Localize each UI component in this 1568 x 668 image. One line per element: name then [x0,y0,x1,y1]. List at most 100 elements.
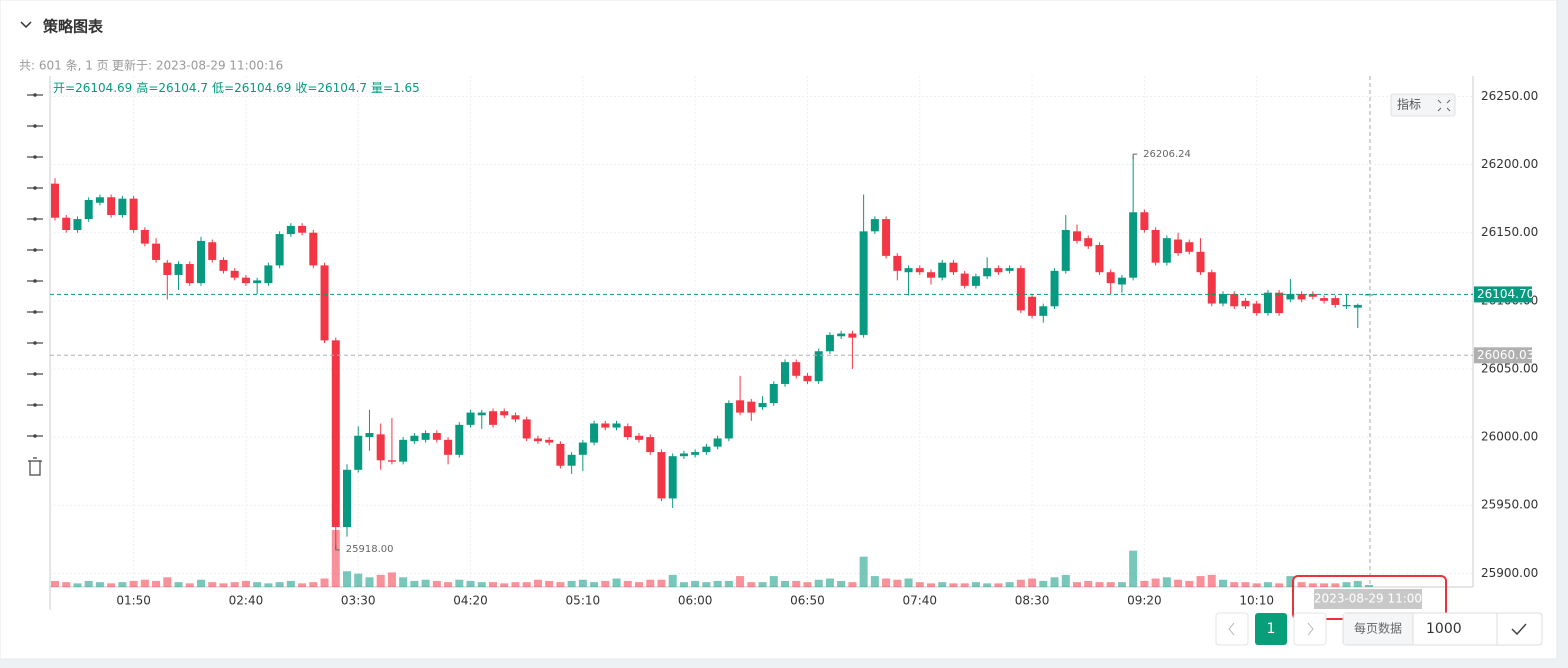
candle-body [578,442,587,455]
candle-body [1207,272,1216,304]
y-tick-label: 25950.00 [1481,498,1538,512]
volume-bar [578,579,587,587]
volume-bar [679,582,688,587]
candle-body [825,334,834,352]
confirm-button[interactable] [1511,623,1527,636]
page-button[interactable] [1255,613,1287,645]
tool-icon [33,341,37,345]
volume-bar [915,582,924,587]
volume-bar [601,580,610,587]
candle-body [1151,229,1160,263]
volume-bar [286,580,295,587]
volume-bar [545,580,554,587]
volume-bar [1342,582,1351,587]
prev-page[interactable] [1215,612,1249,646]
volume-bar [781,580,789,587]
volume-bar [646,579,655,587]
y-tick-label: 26200.00 [1481,157,1538,171]
volume-bar [1162,577,1171,587]
volume-bar [533,579,542,587]
volume-bar [84,580,93,587]
expand-icon[interactable] [1437,99,1451,112]
next-page[interactable] [1293,612,1327,646]
volume-bar [848,582,857,587]
candle-body [84,200,93,220]
candle-body [1050,270,1059,307]
y-tick-label: 26000.00 [1481,430,1538,444]
volume-bar [713,580,722,587]
volume-bar [736,576,745,587]
volume-bar [1061,574,1070,587]
x-tick-label: 02:40 [229,594,264,608]
volume-bar [691,580,700,587]
volume-bar [163,577,172,587]
candle-body [1140,212,1149,230]
crosshair-label: 2023-08-29 11:00 [1314,592,1422,606]
candle-body [1039,306,1048,316]
candle-body [837,333,846,337]
volume-bar [1320,583,1329,587]
candle-body [399,439,408,462]
candle-body [410,435,419,442]
volume-bar [343,571,351,587]
volume-bar [230,582,239,587]
candle-body [994,268,1003,273]
per-page-input[interactable]: 1000 [1426,621,1462,637]
candle-body [724,403,733,439]
candle-body [62,217,71,230]
volume-bar [769,576,778,587]
volume-bar [1117,582,1126,587]
volume-bar [971,582,980,587]
volume-bar [264,583,273,587]
volume-bar [241,580,250,587]
candle-body [432,433,441,440]
candle-body [51,183,59,218]
candle-body [320,265,329,341]
candle-body [1073,231,1081,241]
candle-body [1174,239,1183,254]
tool-icon [33,310,37,314]
volume-bar [1106,582,1115,587]
plot: 26206.24 25918.00 [50,76,1473,587]
volume-bar [477,582,486,587]
x-tick-label: 03:30 [341,594,376,608]
candle-body [309,232,318,266]
volume-bar [1073,582,1081,587]
volume-bar [1263,582,1272,587]
volume-bar [1185,580,1194,587]
candle-body [1308,294,1317,297]
volume-bar [983,583,992,587]
volume-bar [702,582,711,587]
candle-body [343,469,351,528]
candle-body [73,219,82,230]
candle-body [601,423,610,428]
volume-bar [1151,578,1160,587]
volume-bar [376,574,385,587]
volume-bar [107,583,116,587]
volume-bar [612,578,621,587]
x-tick-label: 07:40 [902,594,937,608]
candle-body [185,264,194,284]
volume-bar [803,582,812,587]
candle-body [365,433,374,438]
candle-body [691,452,700,455]
volume-bar [432,580,441,587]
volume-bar [62,582,71,587]
x-tick-label: 08:30 [1015,594,1050,608]
candle-body [455,424,464,455]
updated-info: 更新于: 2023-08-29 11:00:16 [112,58,283,73]
volume-bar [1084,580,1093,587]
volume-bar [320,578,329,587]
tool-icon [33,155,37,159]
volume-bar [1028,578,1037,587]
volume-bar [792,580,801,587]
x-tick-label: 06:50 [790,594,825,608]
candle-body [590,423,599,443]
volume-bar [253,582,262,587]
candle-body [1219,294,1227,304]
volume-bar [938,582,947,587]
candle-body [882,219,891,256]
volume-bar [387,572,396,587]
collapse-icon[interactable] [20,21,32,29]
